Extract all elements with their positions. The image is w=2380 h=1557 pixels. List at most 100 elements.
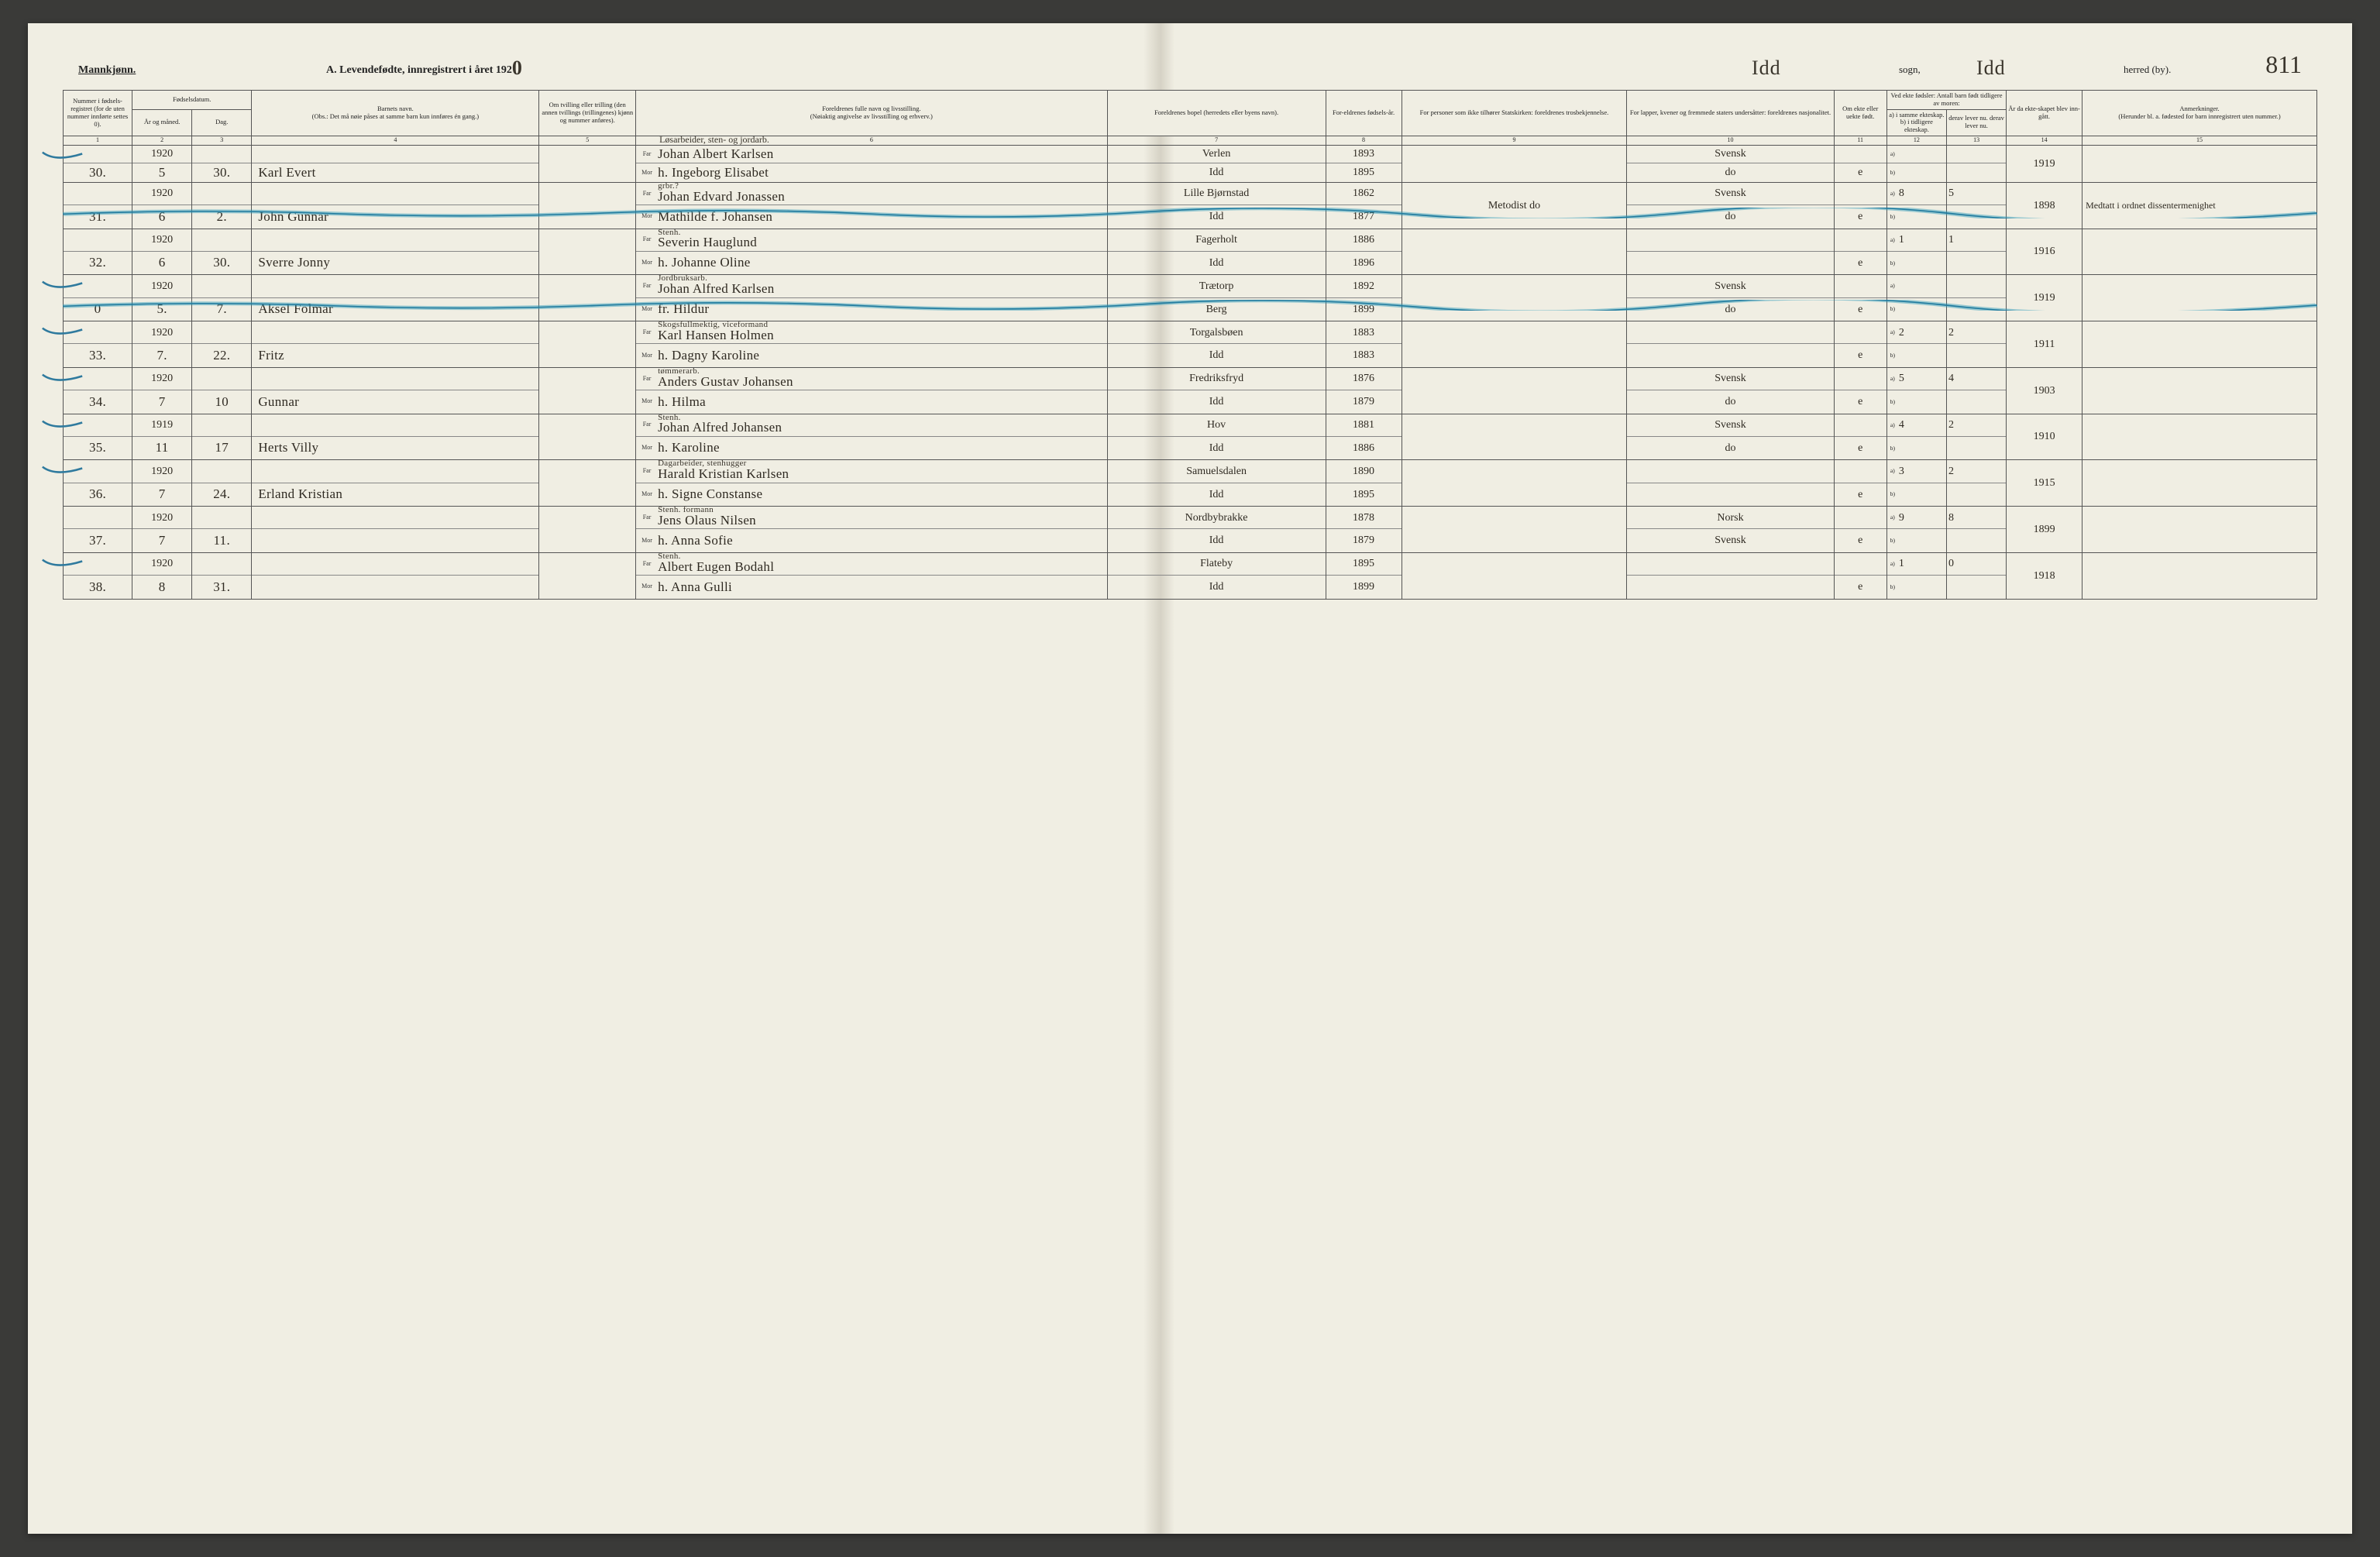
mother-birth-year: 1877 bbox=[1353, 211, 1374, 222]
colnum: 9 bbox=[1402, 136, 1627, 145]
nationality-mother: do bbox=[1725, 442, 1735, 454]
page-number: 811 bbox=[2232, 50, 2302, 79]
residence-mother: Idd bbox=[1209, 442, 1224, 454]
cell-parent-years: 18921899 bbox=[1326, 275, 1402, 321]
mor-label: Mor bbox=[639, 491, 655, 498]
cell-married-year: 1916 bbox=[2007, 229, 2082, 275]
cell-day: 31. bbox=[192, 552, 252, 599]
cell-children-alive bbox=[1946, 275, 2006, 321]
birth-month: 8 bbox=[159, 580, 166, 595]
cell-children-a: a)3b) bbox=[1886, 460, 1946, 507]
residence-father: Fagerholt bbox=[1195, 234, 1237, 246]
mother-birth-year: 1895 bbox=[1353, 167, 1374, 178]
child-name: Karl Evert bbox=[258, 166, 315, 180]
cell-faith bbox=[1402, 229, 1627, 275]
father-name: Stenh.Johan Alfred Johansen bbox=[658, 415, 1104, 435]
cell-child-name: Sverre Jonny bbox=[252, 229, 539, 275]
cell-day: 22. bbox=[192, 321, 252, 368]
legitimacy: e bbox=[1858, 489, 1862, 500]
cell-twin bbox=[539, 552, 636, 599]
col-header-nummer: Nummer i fødsels-registret (for de uten … bbox=[64, 91, 132, 136]
mor-label: Mor bbox=[639, 538, 655, 545]
birth-day: 22. bbox=[213, 349, 230, 363]
mother-name: h. Hilma bbox=[658, 395, 1104, 410]
marriage-year: 1911 bbox=[2034, 339, 2055, 350]
cell-parent-years: 18931895 bbox=[1326, 145, 1402, 182]
mother-birth-year: 1883 bbox=[1353, 349, 1374, 361]
col-header-dag: Dag. bbox=[192, 109, 252, 136]
residence-mother: Idd bbox=[1209, 581, 1224, 593]
cell-children-a: a)9b) bbox=[1886, 507, 1946, 553]
residence-mother: Idd bbox=[1209, 167, 1224, 178]
nationality-mother: do bbox=[1725, 211, 1735, 222]
marriage-year: 1916 bbox=[2034, 246, 2055, 257]
mother-name: Mathilde f. Johansen bbox=[658, 210, 1104, 225]
col-header-fodselsaar: For-eldrenes fødsels-år. bbox=[1326, 91, 1402, 136]
table-row: 32. 19206 30. Sverre Jonny FarStenh.Seve… bbox=[64, 229, 2317, 275]
birth-year: 1920 bbox=[151, 148, 173, 160]
cell-remark bbox=[2082, 229, 2317, 275]
col6-note: (Nøiaktig angivelse av livsstilling og e… bbox=[638, 113, 1106, 121]
father-name: Skogsfullmektig, viceformandKarl Hansen … bbox=[658, 322, 1104, 342]
birth-month: 5 bbox=[159, 166, 166, 180]
mother-name: h. Signe Constanse bbox=[658, 487, 1104, 502]
cell-bopel: HovIdd bbox=[1107, 414, 1326, 460]
child-name: Sverre Jonny bbox=[258, 256, 330, 270]
cell-children-alive: 1 bbox=[1946, 229, 2006, 275]
mother-birth-year: 1896 bbox=[1353, 257, 1374, 269]
b-label: b) bbox=[1889, 491, 1897, 497]
form-title: A. Levendefødte, innregistrert i året 19… bbox=[202, 55, 1744, 78]
child-name: Fritz bbox=[258, 349, 284, 363]
cell-faith bbox=[1402, 414, 1627, 460]
cell-ekte: e bbox=[1834, 507, 1886, 553]
mother-name: h. Johanne Oline bbox=[658, 256, 1104, 270]
nationality-mother: do bbox=[1725, 396, 1735, 407]
cell-faith bbox=[1402, 275, 1627, 321]
legitimacy: e bbox=[1858, 304, 1862, 315]
cell-children-a: a)4b) bbox=[1886, 414, 1946, 460]
cell-nationality: Svensk do bbox=[1627, 182, 1834, 229]
cell-child-name: John Gunnar bbox=[252, 182, 539, 229]
cell-married-year: 1903 bbox=[2007, 367, 2082, 414]
sogn-value: Idd bbox=[1752, 57, 1891, 80]
a-label: a) bbox=[1889, 237, 1897, 243]
cell-children-a: a)b) bbox=[1886, 145, 1946, 182]
nationality-father: Norsk bbox=[1717, 512, 1743, 524]
cell-num: 33. bbox=[64, 321, 132, 368]
cell-children-a: a)b) bbox=[1886, 275, 1946, 321]
cell-twin bbox=[539, 367, 636, 414]
register-number: 31. bbox=[89, 210, 106, 225]
father-birth-year: 1878 bbox=[1353, 512, 1374, 524]
gender-heading: Mannkjønn. bbox=[78, 64, 194, 77]
herred-value: Idd bbox=[1976, 57, 2116, 80]
residence-mother: Idd bbox=[1209, 534, 1224, 546]
nationality-mother: Svensk bbox=[1714, 534, 1745, 546]
cell-year-mon: 19207. bbox=[132, 321, 192, 368]
alive-a: 1 bbox=[1948, 234, 1954, 246]
colnum: 10 bbox=[1627, 136, 1834, 145]
faith-text: Metodist do bbox=[1488, 200, 1540, 211]
residence-mother: Idd bbox=[1209, 211, 1224, 222]
cell-children-a: a)2b) bbox=[1886, 321, 1946, 368]
mother-birth-year: 1886 bbox=[1353, 442, 1374, 454]
cell-child-name bbox=[252, 507, 539, 553]
marriage-year: 1918 bbox=[2034, 570, 2055, 582]
far-label: Far bbox=[639, 191, 655, 198]
cell-faith bbox=[1402, 321, 1627, 368]
cell-twin bbox=[539, 321, 636, 368]
birth-month: 7 bbox=[159, 534, 166, 548]
nationality-father: Svensk bbox=[1714, 187, 1745, 199]
cell-num: 30. bbox=[64, 145, 132, 182]
table-row: 34. 19207 10 Gunnar Fartømmerarb.Anders … bbox=[64, 367, 2317, 414]
cell-nationality: Svenskdo bbox=[1627, 145, 1834, 182]
cell-parent-years: 18781879 bbox=[1326, 507, 1402, 553]
colnum: 14 bbox=[2007, 136, 2082, 145]
colnum: 12 bbox=[1886, 136, 1946, 145]
cell-parents: FarDagarbeider, stenhuggerHarald Kristia… bbox=[636, 460, 1108, 507]
column-number-row: 1 2 3 4 5 6 7 8 9 10 11 12 13 14 15 bbox=[64, 136, 2317, 145]
col-header-trosbekjennelse: For personer som ikke tilhører Statskirk… bbox=[1402, 91, 1627, 136]
col-header-12b: derav lever nu. derav lever nu. bbox=[1946, 109, 2006, 136]
b-label: b) bbox=[1889, 584, 1897, 590]
col-header-nasjonalitet: For lapper, kvener og fremmede staters u… bbox=[1627, 91, 1834, 136]
child-name: Herts Villy bbox=[258, 441, 318, 455]
